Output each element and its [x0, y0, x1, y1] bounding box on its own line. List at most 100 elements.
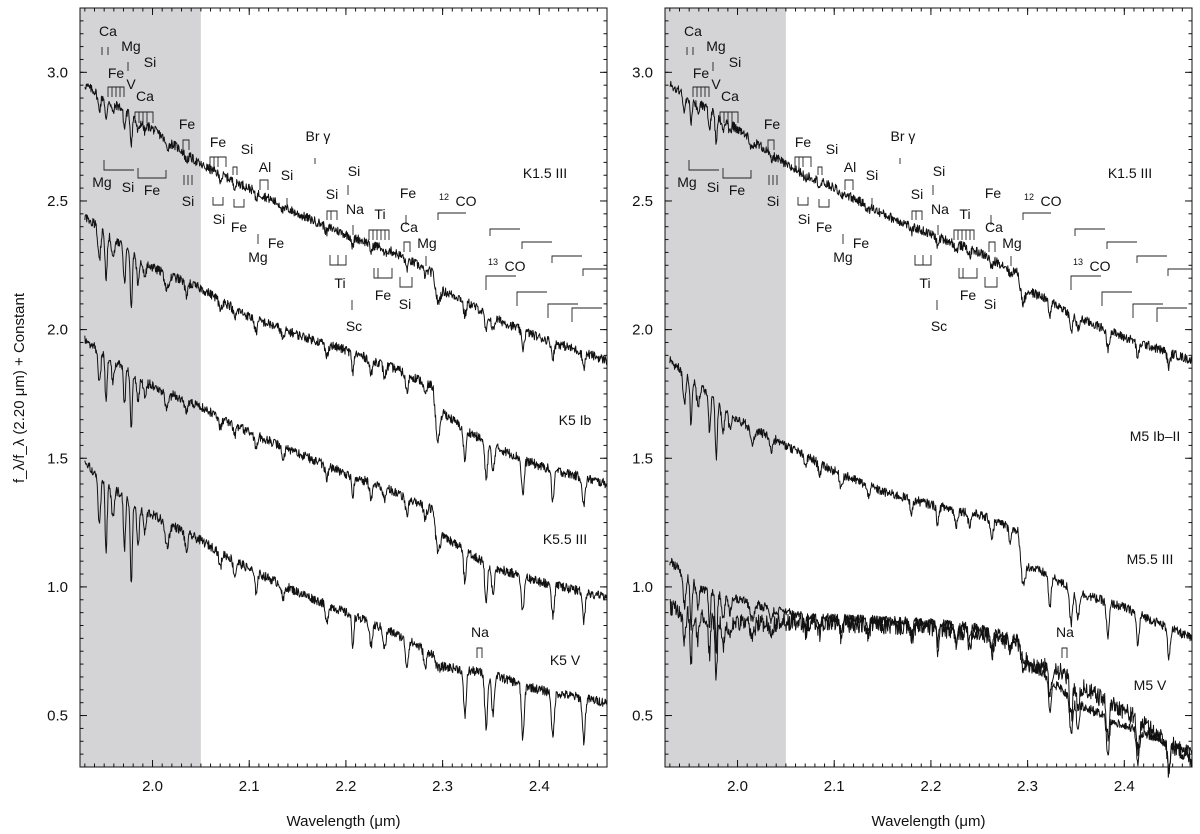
line-id-marker [1061, 647, 1068, 658]
line-id-label: Na [471, 624, 489, 640]
line-id-marker [103, 160, 167, 179]
line-id-label: Si [122, 179, 134, 195]
x-tick-label: 2.0 [727, 778, 748, 795]
y-tick-label: 0.5 [632, 708, 653, 725]
line-id-label: Fe [693, 65, 710, 81]
line-id-label: V [711, 76, 721, 92]
y-tick-label: 1.0 [47, 579, 68, 596]
x-tick-label: 2.2 [335, 778, 356, 795]
x-tick-label: 2.3 [1017, 778, 1038, 795]
line-id-label: Si [281, 167, 293, 183]
x-tick-label: 2.3 [432, 778, 453, 795]
line-id-marker [368, 229, 390, 240]
line-id-label: Si [767, 193, 779, 209]
plot-frame [79, 7, 608, 768]
line-id-label: Al [259, 159, 271, 175]
series-label: K5 Ib [559, 412, 592, 428]
line-id-label: Ti [334, 275, 345, 291]
line-id-label: Fe [985, 185, 1002, 201]
line-id-label: V [126, 76, 136, 92]
line-id-marker [209, 156, 227, 167]
line-id-marker [107, 86, 125, 97]
line-id-marker [485, 275, 602, 322]
series-label: M5.5 III [1127, 551, 1174, 567]
spectrum-line-m5-ib-ii [669, 356, 1193, 661]
line-id-label: Fe [853, 235, 870, 251]
line-id-marker [914, 255, 932, 266]
line-id-label: Sc [931, 318, 947, 334]
spectrum-line-k5-ib [84, 214, 608, 508]
line-id-label: Na [1056, 624, 1074, 640]
line-id-label: Mg [1002, 235, 1021, 251]
line-id-label: Si [866, 167, 878, 183]
y-tick-label: 1.5 [47, 450, 68, 467]
spectrum-line-m5-5-iii [669, 557, 1193, 775]
isotope-superscript: 13 [1073, 257, 1083, 267]
line-id-marker [844, 179, 854, 190]
x-tick-label: 2.1 [824, 778, 845, 795]
line-id-marker [984, 277, 998, 288]
line-id-label: Na [346, 201, 364, 217]
line-id-marker [911, 210, 923, 220]
line-id-label: Br γ [891, 128, 916, 144]
line-id-label: Ca [684, 23, 702, 39]
line-id-label: Si [707, 179, 719, 195]
panel-right: 2.0 2.1 2.2 2.3 2.4 0.5 1.0 1.5 2.0 2.5 3.0 K1.5 II… [632, 7, 1193, 830]
line-id-marker [686, 47, 694, 55]
line-id-label: Ca [99, 23, 117, 39]
y-tick-label: 1.5 [632, 450, 653, 467]
series-label: K5 V [550, 652, 581, 668]
line-id-label: Mg [677, 174, 696, 190]
line-id-label: Si [933, 163, 945, 179]
line-id-marker [988, 241, 996, 252]
x-tick-label: 2.1 [239, 778, 260, 795]
line-id-label: Si [399, 296, 411, 312]
y-axis-label: f_λ/f_λ (2.20 μm) + Constant [11, 292, 28, 483]
line-id-label: Si [182, 193, 194, 209]
spectrum-line-k1-5-iii [84, 83, 608, 372]
line-id-marker [768, 175, 778, 185]
series-label: K1.5 III [1108, 165, 1152, 181]
line-id-label: Fe [144, 182, 161, 198]
line-id-label: Fe [729, 182, 746, 198]
line-id-marker [818, 199, 830, 208]
line-id-label: Fe [795, 134, 812, 150]
line-id-label: Fe [231, 219, 248, 235]
line-id-marker [259, 179, 269, 190]
y-tick-label: 3.0 [632, 64, 653, 81]
line-id-marker [817, 166, 823, 175]
line-id-label: Br γ [306, 128, 331, 144]
line-id-label: Si [798, 211, 810, 227]
line-id-label: Ti [919, 275, 930, 291]
plot-frame [664, 7, 1193, 768]
series-label: M5 Ib–II [1130, 428, 1181, 444]
y-tick-label: 2.5 [47, 193, 68, 210]
line-id-marker [403, 241, 411, 252]
line-id-marker [373, 268, 393, 279]
line-id-label: Si [144, 54, 156, 70]
line-id-label: Si [241, 141, 253, 157]
line-id-marker [399, 277, 413, 288]
x-tick-label: 2.2 [920, 778, 941, 795]
line-id-label: Fe [400, 185, 417, 201]
line-id-marker [232, 166, 238, 175]
line-id-label: Si [729, 54, 741, 70]
line-id-marker [182, 139, 190, 150]
line-id-label: Si [326, 186, 338, 202]
line-id-label: Mg [248, 249, 267, 265]
x-axis-label: Wavelength (μm) [872, 813, 986, 830]
line-id-label: Fe [816, 219, 833, 235]
line-id-label: Fe [764, 116, 781, 132]
line-id-label: Sc [346, 318, 362, 334]
y-tick-label: 1.0 [632, 579, 653, 596]
line-id-marker [329, 255, 347, 266]
spectrum-line-k1-5-iii [669, 80, 1193, 371]
telluric-shaded-region [80, 8, 201, 767]
line-id-label: Si [984, 296, 996, 312]
line-id-label: Ti [959, 206, 970, 222]
line-id-label: Si [348, 163, 360, 179]
series-label: K5.5 III [543, 531, 587, 547]
line-id-marker [719, 111, 739, 123]
line-id-marker [212, 197, 224, 206]
